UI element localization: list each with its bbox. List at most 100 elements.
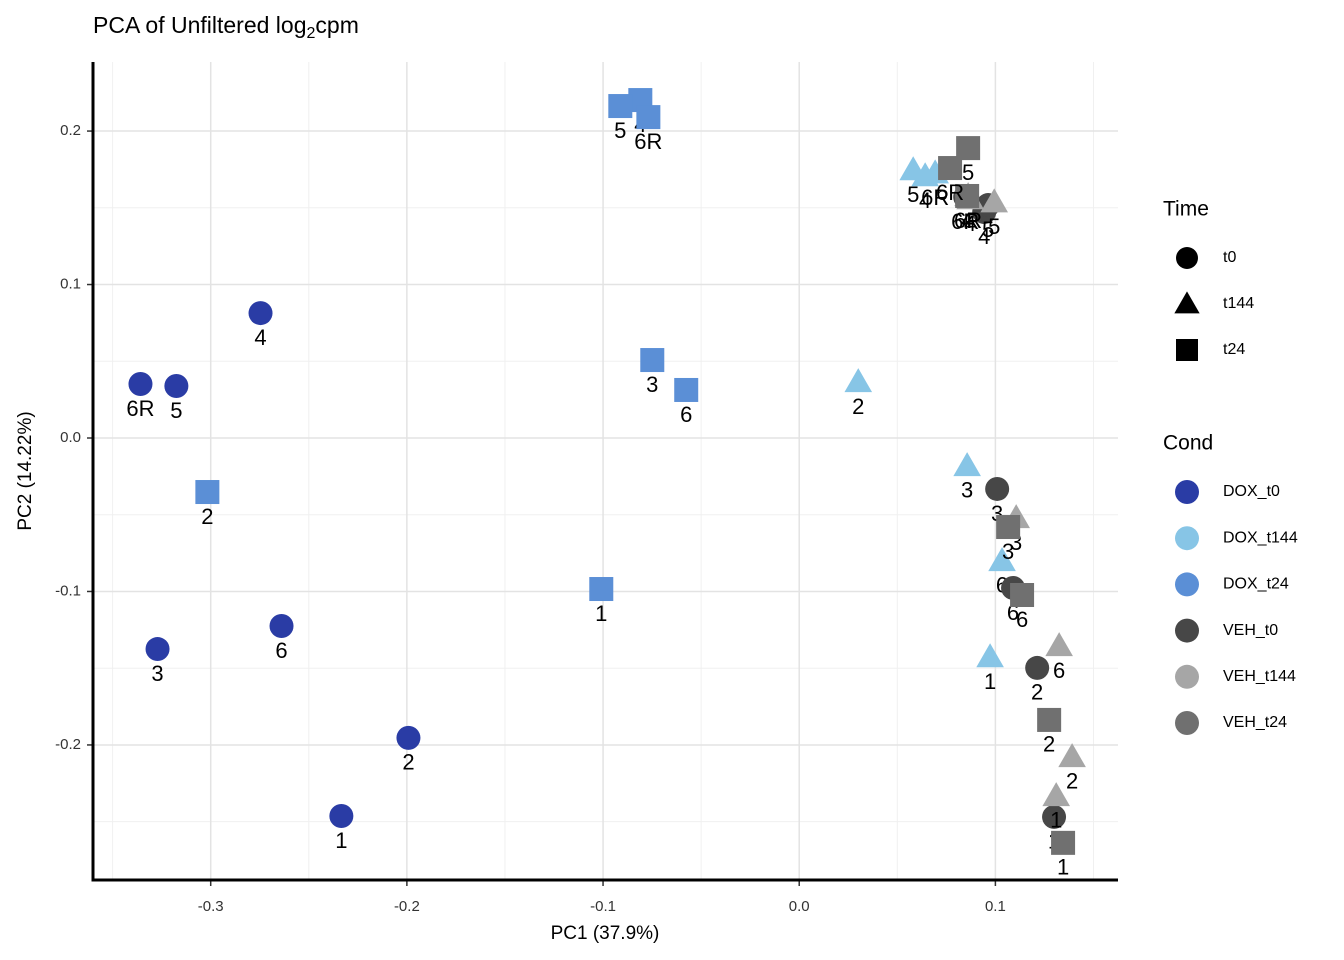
point-label: 6R	[936, 180, 964, 205]
legend-swatch	[1175, 618, 1199, 643]
point	[985, 476, 1010, 501]
legend-title: Time	[1163, 198, 1209, 221]
legend-label: t0	[1223, 249, 1236, 266]
y-tick-label: 0.2	[60, 122, 81, 139]
point-label: 2	[1031, 680, 1043, 705]
point	[976, 643, 1004, 668]
point	[1042, 804, 1067, 829]
point-label: 5	[988, 214, 1000, 239]
x-tick-label: -0.2	[394, 898, 420, 915]
point-label: 4	[964, 211, 976, 236]
point	[164, 373, 189, 398]
point-label: 5	[982, 217, 994, 242]
point	[996, 515, 1021, 540]
point	[1176, 339, 1198, 361]
y-tick-label: -0.2	[55, 736, 81, 753]
point-label: 4	[254, 325, 266, 350]
point	[396, 725, 421, 750]
point-label: 1	[1050, 808, 1062, 833]
chart-title: PCA of Unfiltered log2cpm	[93, 12, 359, 42]
point	[938, 156, 963, 181]
point-label: 1	[595, 601, 607, 626]
point-label: 6	[275, 638, 287, 663]
point-label: 3	[961, 478, 973, 503]
point	[953, 452, 981, 477]
legend-label: DOX_t144	[1223, 529, 1298, 546]
point	[1025, 655, 1050, 680]
point	[195, 480, 220, 505]
point-label: 3	[1002, 539, 1014, 564]
point	[1042, 782, 1071, 807]
legend-swatch	[1175, 480, 1199, 504]
point	[955, 183, 980, 208]
point	[674, 377, 699, 402]
point	[1010, 583, 1035, 608]
point-label: 2	[1066, 769, 1078, 794]
point-label: 6	[680, 402, 692, 427]
legend-swatch	[1175, 572, 1199, 597]
point-label: 6R	[126, 396, 154, 421]
point-label: 5	[907, 182, 919, 207]
point-label: 5	[614, 118, 626, 143]
legend-swatch	[1175, 526, 1199, 551]
point	[844, 368, 873, 393]
point-label: 2	[201, 504, 213, 529]
point-label: 1	[1057, 855, 1069, 880]
point	[899, 156, 927, 181]
point-label: 6R	[951, 209, 979, 234]
x-tick-label: -0.3	[198, 898, 224, 915]
point-label: 1	[984, 669, 996, 694]
point-label: 6	[1053, 658, 1065, 683]
point-label: 2	[1043, 732, 1055, 757]
point-label: 6R	[954, 208, 982, 233]
point-label: 3	[151, 661, 163, 686]
title-main: PCA of Unfiltered log	[93, 12, 307, 38]
y-tick-label: 0.0	[60, 429, 81, 446]
x-tick-label: -0.1	[590, 898, 616, 915]
point-label: 6R	[634, 129, 662, 154]
point	[1037, 707, 1062, 732]
legend-swatch	[1175, 664, 1199, 689]
point	[1176, 247, 1198, 269]
title-sub: 2	[307, 25, 316, 42]
legend-label: DOX_t24	[1223, 576, 1289, 593]
point-label: 2	[852, 394, 864, 419]
point-label: 2	[402, 750, 414, 775]
point	[248, 301, 273, 326]
point-label: 5	[170, 398, 182, 423]
point-label: 6	[1016, 607, 1028, 632]
point	[329, 804, 354, 829]
legend-label: VEH_t144	[1223, 668, 1296, 685]
point	[1051, 830, 1076, 855]
legend-label: t24	[1223, 341, 1245, 358]
point	[608, 94, 633, 119]
x-axis-label: PC1 (37.9%)	[551, 923, 660, 944]
x-tick-label: 0.0	[789, 898, 810, 915]
point-label: 4	[919, 188, 931, 213]
point	[269, 614, 294, 639]
y-tick-label: 0.1	[60, 276, 81, 293]
legend-label: VEH_t0	[1223, 622, 1278, 639]
y-axis-label: PC2 (14.22%)	[15, 411, 36, 530]
title-end: cpm	[315, 12, 358, 38]
point-label: 4	[978, 224, 990, 249]
point-label: 5	[962, 160, 974, 185]
x-tick-label: 0.1	[985, 898, 1006, 915]
legend-swatch	[1175, 711, 1199, 735]
point	[980, 188, 1009, 213]
point	[988, 547, 1016, 572]
point	[636, 105, 661, 130]
point	[1058, 743, 1086, 768]
point	[1045, 632, 1073, 657]
point	[128, 371, 153, 396]
point	[1174, 291, 1200, 314]
point-label: 3	[646, 372, 658, 397]
legend-label: DOX_t0	[1223, 483, 1280, 500]
legend-label: t144	[1223, 295, 1254, 312]
legend-title: Cond	[1163, 432, 1213, 455]
point	[589, 577, 614, 602]
point-label: 1	[335, 828, 347, 853]
point-label: 4	[961, 208, 973, 233]
point	[145, 637, 170, 662]
